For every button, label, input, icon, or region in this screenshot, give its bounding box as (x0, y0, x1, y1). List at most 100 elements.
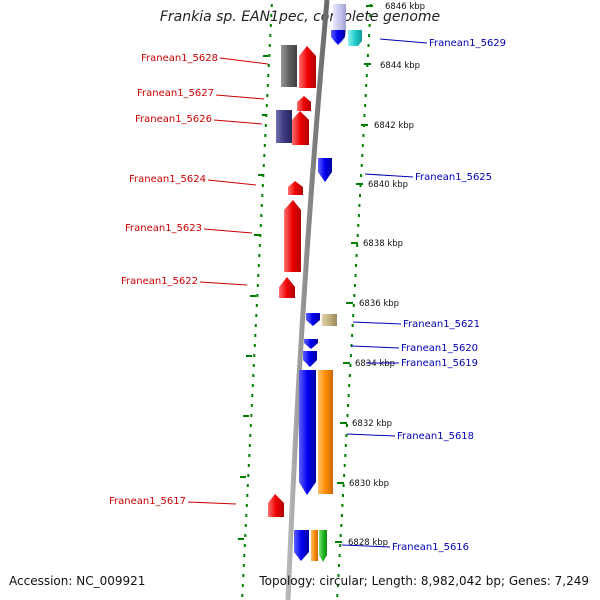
guide-dot (354, 274, 357, 277)
guide-dot (346, 424, 348, 427)
gene-franean1-5629-cyan[interactable] (348, 30, 362, 46)
svg-text:6834 kbp: 6834 kbp (355, 359, 395, 369)
gene-franean1-5624[interactable] (288, 181, 303, 195)
gene-label[interactable]: Franean1_5627 (137, 88, 265, 100)
gene-label[interactable]: Franean1_5621 (352, 319, 480, 330)
gene-label[interactable]: Franean1_5623 (125, 223, 253, 234)
guide-dot (255, 314, 258, 317)
guide-dot (244, 534, 247, 537)
gene-label[interactable]: Franean1_5626 (135, 114, 263, 125)
gene-label[interactable]: Franean1_5617 (109, 496, 237, 507)
guide-dot (365, 74, 368, 77)
gene-franean1-5622[interactable] (279, 277, 295, 298)
guide-dot (364, 94, 367, 97)
gene-label[interactable]: Franean1_5619 (366, 358, 478, 369)
guide-dot (252, 374, 255, 377)
scale-tick: 6836 kbp (346, 299, 399, 309)
guide-dot (249, 434, 252, 437)
gene-franean1-5628[interactable] (299, 46, 316, 88)
guide-dot (338, 564, 340, 567)
left-dotted-arc (241, 4, 273, 597)
svg-text:6842 kbp: 6842 kbp (374, 121, 414, 131)
guide-dot (338, 554, 341, 557)
guide-dot (343, 464, 346, 467)
guide-dot (270, 14, 273, 17)
scale-tick: 6830 kbp (337, 479, 389, 489)
gene-label[interactable]: Franean1_5624 (129, 174, 257, 186)
gene-franean1-5626-navy[interactable] (276, 110, 292, 143)
guide-dot (359, 184, 362, 187)
gene-franean1-5621[interactable] (306, 313, 320, 326)
gene-franean1-5618-blue[interactable] (299, 370, 316, 495)
gene-franean1-5620[interactable] (304, 339, 318, 349)
gene-franean1-5619[interactable] (303, 351, 317, 367)
gene-label[interactable]: Franean1_5620 (350, 343, 478, 354)
gene-label[interactable]: Franean1_5622 (121, 276, 248, 287)
scale-tick: 6832 kbp (340, 419, 392, 429)
gene-label[interactable]: Franean1_5616 (341, 542, 469, 553)
guide-dot (339, 534, 342, 537)
guide-dot (357, 224, 360, 227)
guide-dot (340, 514, 343, 517)
guide-dot (361, 154, 364, 157)
gene-label[interactable]: Franean1_5618 (346, 431, 474, 442)
guide-dot (346, 414, 349, 417)
guide-dot (251, 394, 254, 397)
gene-franean1-5616-orange[interactable] (311, 530, 318, 561)
guide-dot (349, 354, 352, 357)
gene-label[interactable]: Franean1_5629 (379, 38, 506, 49)
svg-text:Franean1_5628: Franean1_5628 (141, 53, 218, 64)
svg-text:6840 kbp: 6840 kbp (368, 180, 408, 190)
gene-label[interactable]: Franean1_5625 (364, 172, 492, 183)
scale-ticks: 6846 kbp 6844 kbp 6842 kbp 6840 kbp 6838… (335, 2, 425, 548)
guide-dot (242, 564, 245, 567)
scale-tick: 6838 kbp (351, 239, 403, 249)
gene-franean1-5629[interactable] (331, 30, 345, 45)
guide-dot (252, 364, 255, 367)
svg-text:Franean1_5620: Franean1_5620 (401, 343, 478, 354)
guide-dot (361, 144, 364, 147)
guide-dot (254, 334, 257, 337)
guide-dot (246, 494, 249, 497)
guide-dot (348, 374, 351, 377)
svg-text:Franean1_5618: Franean1_5618 (397, 431, 474, 442)
guide-dot (352, 304, 355, 307)
guide-dot (353, 284, 356, 287)
gene-label[interactable]: Franean1_5628 (141, 53, 269, 65)
gene-franean1-5618[interactable] (318, 370, 333, 494)
guide-dot (245, 514, 248, 517)
guide-dot (337, 574, 340, 577)
guide-dot (247, 474, 250, 477)
gene-franean1-5625[interactable] (318, 158, 332, 182)
gene-franean1-5616[interactable] (319, 530, 327, 562)
guide-dot (360, 174, 363, 177)
guide-dot (268, 44, 271, 47)
guide-dot (349, 364, 352, 367)
guide-dot (269, 34, 272, 37)
gene-franean1-5623[interactable] (284, 200, 301, 272)
guide-dot (243, 554, 246, 557)
gene-franean1-5627[interactable] (297, 96, 311, 111)
gene-franean1-5626[interactable] (292, 111, 309, 145)
guide-dot (245, 504, 248, 507)
gene-franean1-5617[interactable] (268, 494, 284, 517)
guide-dot (367, 44, 370, 47)
guide-dot (345, 434, 348, 437)
scale-tick: 6844 kbp (364, 61, 420, 71)
gene-franean1-5616-blue[interactable] (294, 530, 309, 561)
guide-dot (350, 344, 353, 347)
genome-backbone (285, 0, 330, 600)
guide-dot (365, 84, 368, 87)
svg-text:Franean1_5627: Franean1_5627 (137, 88, 214, 99)
svg-text:Franean1_5616: Franean1_5616 (392, 542, 469, 553)
guide-dot (268, 54, 271, 57)
guide-dot (347, 404, 350, 407)
genome-summary-text: Topology: circular; Length: 8,982,042 bp… (259, 574, 589, 588)
guide-dot (257, 264, 260, 267)
svg-text:Franean1_5619: Franean1_5619 (401, 358, 478, 369)
guide-dot (266, 94, 269, 97)
gene-franean1-5621-khaki[interactable] (322, 314, 337, 326)
guide-dot (341, 504, 344, 507)
gene-franean1-5628-gray[interactable] (281, 45, 297, 87)
